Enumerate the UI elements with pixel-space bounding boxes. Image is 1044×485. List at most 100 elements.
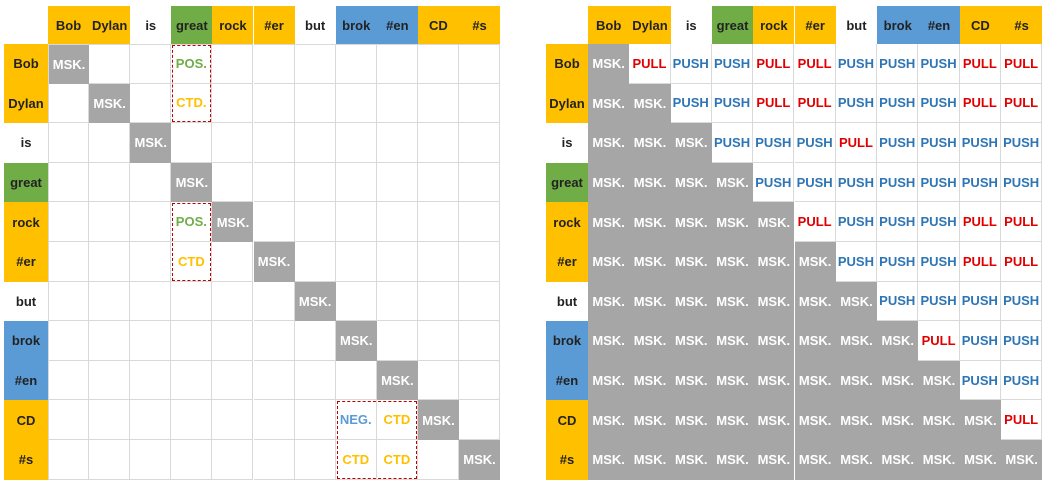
- empty-cell: [48, 242, 90, 282]
- mask-cell: MSK.: [629, 440, 671, 480]
- empty-cell: [253, 321, 295, 361]
- mask-cell: MSK.: [588, 202, 630, 242]
- push-cell: PUSH: [835, 162, 878, 203]
- pull-cell: PULL: [1001, 44, 1043, 84]
- empty-cell: [89, 202, 131, 242]
- mask-cell: MSK.: [753, 400, 795, 440]
- mask-cell: MSK.: [711, 400, 754, 440]
- push-cell: PUSH: [835, 44, 878, 84]
- mask-cell: MSK.: [294, 281, 336, 322]
- right-row-header: Bob: [546, 44, 588, 84]
- empty-cell: [212, 83, 254, 124]
- mask-cell: MSK.: [629, 400, 671, 440]
- left-col-header: Bob: [48, 6, 90, 44]
- empty-cell: [294, 123, 336, 163]
- empty-cell: [417, 44, 459, 84]
- mask-cell: MSK.: [711, 202, 754, 242]
- mask-cell: MSK.: [335, 321, 377, 361]
- right-row-header: but: [556, 293, 578, 309]
- right-col-header: #en: [918, 6, 960, 44]
- right-row-header: brok: [546, 321, 588, 361]
- empty-cell: [212, 321, 254, 361]
- empty-cell: [335, 83, 377, 124]
- mask-cell: MSK.: [376, 360, 418, 401]
- push-cell: PUSH: [1001, 123, 1043, 163]
- mask-cell: MSK.: [835, 440, 878, 480]
- empty-cell: [417, 123, 459, 163]
- push-cell: PUSH: [1001, 360, 1043, 401]
- left-row-header: rock: [4, 202, 48, 242]
- empty-cell: [376, 162, 418, 203]
- empty-cell: [130, 321, 172, 361]
- push-cell: PUSH: [959, 321, 1001, 361]
- left-row-header: CD: [4, 400, 48, 440]
- mask-cell: MSK.: [711, 440, 754, 480]
- empty-cell: [376, 123, 418, 163]
- left-col-header: #en: [376, 6, 418, 44]
- mask-cell: MSK.: [753, 321, 795, 361]
- empty-cell: [89, 123, 131, 163]
- push-cell: PUSH: [670, 83, 712, 124]
- mask-cell: MSK.: [753, 281, 795, 322]
- push-cell: PUSH: [753, 162, 795, 203]
- right-col-header: rock: [753, 6, 795, 44]
- push-cell: PUSH: [918, 44, 960, 84]
- empty-cell: [48, 162, 90, 203]
- push-cell: PUSH: [1001, 321, 1043, 361]
- mask-cell: MSK.: [588, 162, 630, 203]
- push-cell: PUSH: [794, 123, 836, 163]
- push-cell: PUSH: [711, 123, 754, 163]
- empty-cell: [130, 360, 172, 401]
- empty-cell: [48, 440, 90, 480]
- empty-cell: [130, 242, 172, 282]
- empty-cell: [253, 440, 295, 480]
- pull-cell: PULL: [959, 83, 1001, 124]
- empty-cell: [417, 360, 459, 401]
- empty-cell: [89, 242, 131, 282]
- mask-cell: MSK.: [794, 321, 836, 361]
- mask-cell: MSK.: [629, 321, 671, 361]
- push-cell: PUSH: [835, 83, 878, 124]
- empty-cell: [48, 202, 90, 242]
- empty-cell: [171, 321, 213, 361]
- mask-cell: MSK.: [253, 242, 295, 282]
- right-row-header: is: [561, 135, 573, 151]
- push-cell: PUSH: [670, 44, 712, 84]
- right-col-header: CD: [959, 6, 1001, 44]
- push-cell: PUSH: [711, 44, 754, 84]
- push-cell: PUSH: [835, 242, 878, 282]
- push-cell: PUSH: [794, 162, 836, 203]
- empty-cell: [130, 162, 172, 203]
- annotation-cell: CTD: [171, 242, 213, 282]
- left-col-header: CD: [417, 6, 459, 44]
- pull-cell: PULL: [959, 242, 1001, 282]
- annotation-cell: CTD: [376, 400, 418, 440]
- mask-cell: MSK.: [588, 44, 630, 84]
- pull-cell: PULL: [1001, 242, 1043, 282]
- mask-cell: MSK.: [670, 400, 712, 440]
- mask-cell: MSK.: [959, 440, 1001, 480]
- mask-cell: MSK.: [753, 242, 795, 282]
- mask-cell: MSK.: [171, 162, 213, 203]
- mask-cell: MSK.: [588, 321, 630, 361]
- empty-cell: [212, 242, 254, 282]
- empty-cell: [212, 360, 254, 401]
- push-cell: PUSH: [711, 83, 754, 124]
- mask-cell: MSK.: [877, 360, 919, 401]
- mask-cell: MSK.: [588, 281, 630, 322]
- empty-cell: [335, 281, 377, 322]
- right-row-header: rock: [546, 202, 588, 242]
- right-col-header: great: [711, 6, 754, 44]
- mask-cell: MSK.: [835, 321, 878, 361]
- empty-cell: [417, 242, 459, 282]
- empty-cell: [417, 202, 459, 242]
- empty-cell: [253, 162, 295, 203]
- empty-cell: [212, 281, 254, 322]
- empty-cell: [335, 123, 377, 163]
- empty-cell: [417, 83, 459, 124]
- empty-cell: [376, 83, 418, 124]
- empty-cell: [48, 123, 90, 163]
- mask-cell: MSK.: [918, 360, 960, 401]
- empty-cell: [130, 440, 172, 480]
- push-cell: PUSH: [959, 360, 1001, 401]
